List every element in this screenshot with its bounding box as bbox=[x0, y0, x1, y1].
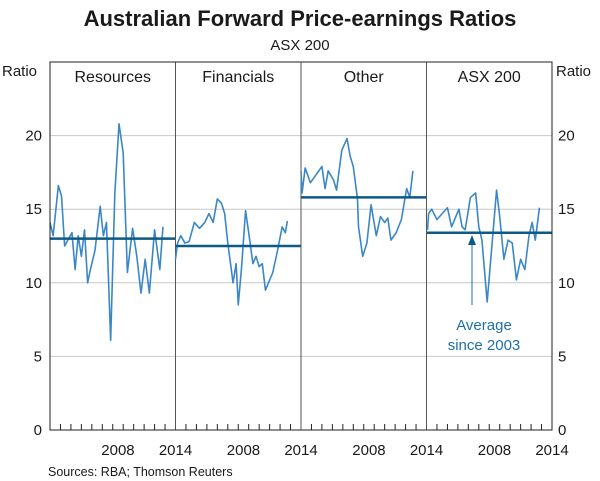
average-annotation: Average since 2003 bbox=[448, 235, 521, 354]
y-tick-label-left: 20 bbox=[25, 128, 42, 145]
source-note: Sources: RBA; Thomson Reuters bbox=[48, 465, 233, 479]
y-tick-label-right: 20 bbox=[558, 128, 575, 145]
y-tick-label-right: 15 bbox=[558, 201, 575, 218]
x-tick-label: 2008 bbox=[352, 442, 385, 459]
panel-other: Other 2008 2014 bbox=[300, 62, 443, 459]
series-line bbox=[426, 189, 541, 303]
annotation-line1: Average bbox=[456, 317, 512, 334]
series-line bbox=[300, 137, 414, 258]
x-tick-label: 2014 bbox=[410, 442, 443, 459]
panel-financials: Financials 2008 2014 bbox=[174, 62, 318, 459]
x-tick-label: 2014 bbox=[535, 442, 568, 459]
y-tick-label-right: 0 bbox=[558, 422, 566, 439]
x-tick-label: 2008 bbox=[478, 442, 511, 459]
panel-asx-200: ASX 200 2008 2014 bbox=[426, 62, 569, 459]
panel-title: Resources bbox=[75, 69, 151, 86]
chart-subtitle: ASX 200 bbox=[270, 37, 329, 54]
chart-title: Australian Forward Price-earnings Ratios bbox=[84, 6, 517, 31]
y-axis-label-right: Ratio bbox=[556, 63, 591, 80]
panel-title: Financials bbox=[202, 69, 274, 86]
series-line bbox=[174, 198, 289, 306]
plot-frame bbox=[49, 61, 553, 431]
panel-title: Other bbox=[344, 69, 385, 86]
x-tick-label: 2014 bbox=[284, 442, 317, 459]
y-axis-label-left: Ratio bbox=[2, 63, 37, 80]
x-tick-label: 2008 bbox=[101, 442, 134, 459]
annotation-line2: since 2003 bbox=[448, 337, 521, 354]
panel-title: ASX 200 bbox=[458, 69, 521, 86]
x-tick-label: 2008 bbox=[227, 442, 260, 459]
y-tick-label-left: 0 bbox=[34, 422, 42, 439]
y-tick-label-right: 10 bbox=[558, 275, 575, 292]
series-line bbox=[49, 123, 164, 342]
annotation-arrowhead-icon bbox=[468, 235, 476, 245]
y-tick-label-left: 5 bbox=[34, 348, 42, 365]
y-tick-label-left: 15 bbox=[25, 201, 42, 218]
x-tick-label: 2014 bbox=[159, 442, 192, 459]
y-tick-label-right: 5 bbox=[558, 348, 566, 365]
panel-resources: Resources 2008 2014 bbox=[49, 69, 192, 459]
y-tick-label-left: 10 bbox=[25, 275, 42, 292]
